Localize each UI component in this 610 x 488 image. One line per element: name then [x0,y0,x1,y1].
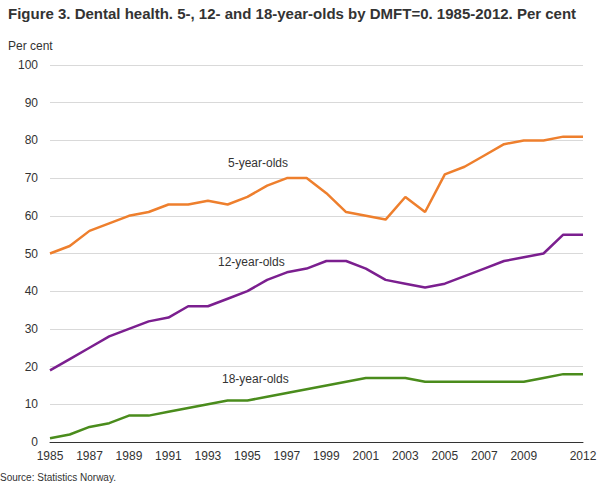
svg-text:Figure 3. Dental health. 5-, 1: Figure 3. Dental health. 5-, 12- and 18-… [8,5,576,22]
svg-text:2012: 2012 [570,449,597,463]
svg-text:50: 50 [25,247,39,261]
svg-text:1993: 1993 [195,449,222,463]
svg-text:1989: 1989 [116,449,143,463]
svg-text:2005: 2005 [431,449,458,463]
svg-text:1997: 1997 [274,449,301,463]
svg-text:40: 40 [25,284,39,298]
svg-text:Source: Statistics Norway.: Source: Statistics Norway. [0,472,116,483]
svg-text:2003: 2003 [392,449,419,463]
svg-text:Per cent: Per cent [8,39,53,53]
svg-text:1995: 1995 [234,449,261,463]
svg-text:1987: 1987 [76,449,103,463]
svg-text:1999: 1999 [313,449,340,463]
svg-text:2001: 2001 [353,449,380,463]
svg-text:10: 10 [25,397,39,411]
svg-text:2007: 2007 [471,449,498,463]
svg-text:1985: 1985 [37,449,64,463]
svg-text:18-year-olds: 18-year-olds [222,372,289,386]
svg-text:20: 20 [25,360,39,374]
svg-text:30: 30 [25,322,39,336]
svg-text:1991: 1991 [155,449,182,463]
svg-text:70: 70 [25,171,39,185]
svg-text:12-year-olds: 12-year-olds [218,255,285,269]
svg-text:60: 60 [25,209,39,223]
svg-text:100: 100 [18,58,38,72]
svg-text:0: 0 [31,435,38,449]
svg-text:2009: 2009 [510,449,537,463]
svg-text:90: 90 [25,96,39,110]
svg-text:5-year-olds: 5-year-olds [228,156,288,170]
svg-text:80: 80 [25,133,39,147]
